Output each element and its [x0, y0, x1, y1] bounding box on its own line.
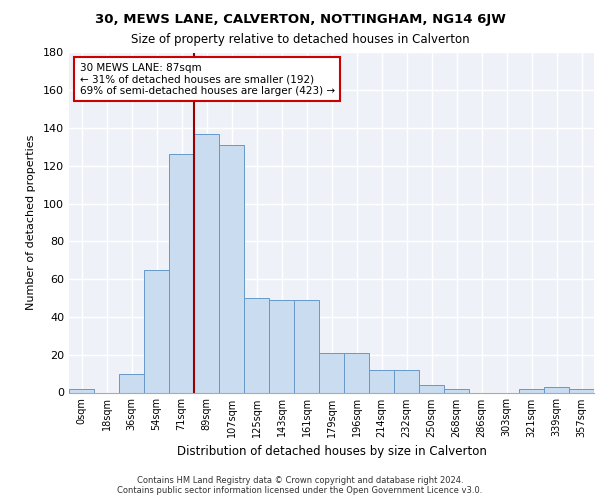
- Bar: [444, 388, 469, 392]
- Text: Contains HM Land Registry data © Crown copyright and database right 2024.: Contains HM Land Registry data © Crown c…: [137, 476, 463, 485]
- Bar: [319, 353, 344, 393]
- Bar: [569, 388, 594, 392]
- Bar: [394, 370, 419, 392]
- Bar: [244, 298, 269, 392]
- Text: Size of property relative to detached houses in Calverton: Size of property relative to detached ho…: [131, 32, 469, 46]
- Bar: [219, 145, 244, 392]
- Y-axis label: Number of detached properties: Number of detached properties: [26, 135, 36, 310]
- Bar: [194, 134, 219, 392]
- Bar: [294, 300, 319, 392]
- Text: Contains public sector information licensed under the Open Government Licence v3: Contains public sector information licen…: [118, 486, 482, 495]
- Bar: [269, 300, 294, 392]
- Bar: [544, 387, 569, 392]
- Bar: [519, 388, 544, 392]
- Bar: [344, 353, 369, 393]
- Bar: [169, 154, 194, 392]
- Text: 30, MEWS LANE, CALVERTON, NOTTINGHAM, NG14 6JW: 30, MEWS LANE, CALVERTON, NOTTINGHAM, NG…: [95, 12, 505, 26]
- Bar: [69, 388, 94, 392]
- X-axis label: Distribution of detached houses by size in Calverton: Distribution of detached houses by size …: [176, 445, 487, 458]
- Bar: [419, 385, 444, 392]
- Bar: [144, 270, 169, 392]
- Bar: [119, 374, 144, 392]
- Text: 30 MEWS LANE: 87sqm
← 31% of detached houses are smaller (192)
69% of semi-detac: 30 MEWS LANE: 87sqm ← 31% of detached ho…: [79, 62, 335, 96]
- Bar: [369, 370, 394, 392]
